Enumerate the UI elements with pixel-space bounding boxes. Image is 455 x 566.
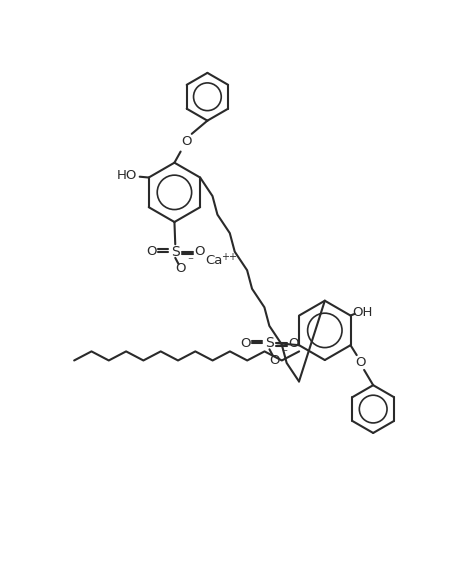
Text: ++: ++: [220, 252, 236, 263]
Text: HO: HO: [117, 169, 137, 182]
Text: $^{-}$: $^{-}$: [187, 256, 194, 267]
Text: O: O: [175, 263, 185, 276]
Text: O: O: [355, 356, 365, 369]
Text: O: O: [146, 245, 156, 258]
Text: Ca: Ca: [204, 254, 222, 267]
Text: S: S: [171, 245, 179, 259]
Text: O: O: [240, 337, 250, 350]
Text: O: O: [288, 337, 298, 350]
Text: OH: OH: [351, 306, 371, 319]
Text: O: O: [268, 354, 279, 367]
Text: $^{-}$: $^{-}$: [280, 348, 288, 358]
Text: S: S: [264, 336, 273, 350]
Text: O: O: [193, 245, 204, 258]
Text: O: O: [181, 135, 192, 148]
